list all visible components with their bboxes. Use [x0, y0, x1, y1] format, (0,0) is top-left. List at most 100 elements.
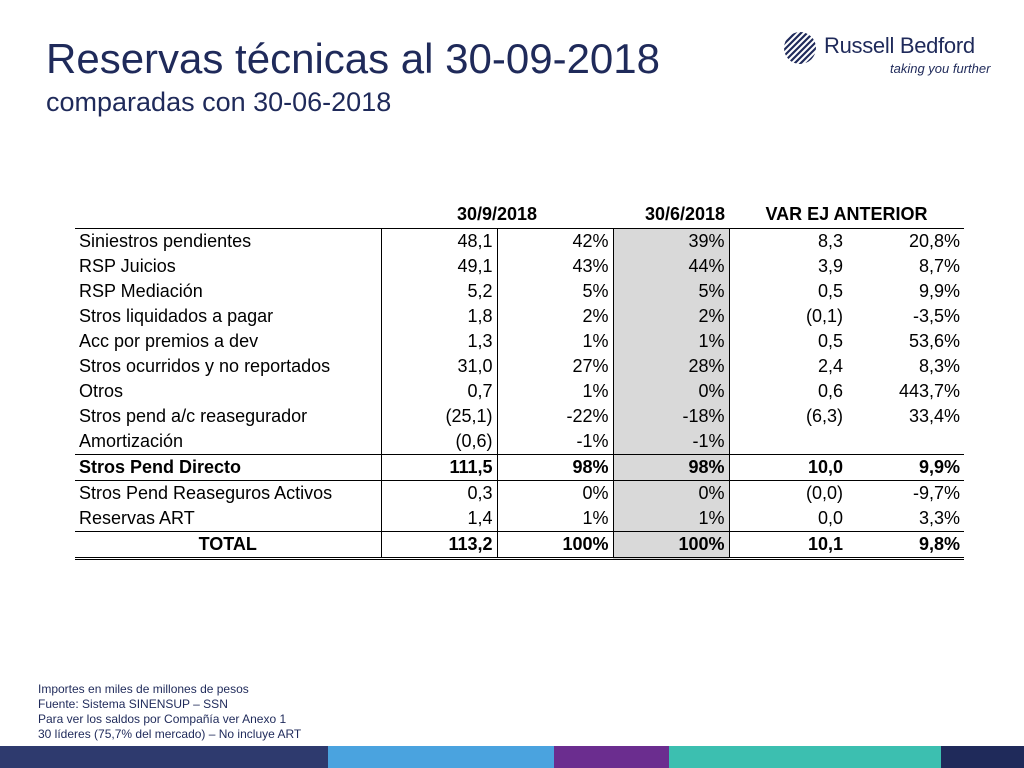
row-label: Otros [79, 381, 124, 401]
row-label: Stros Pend Directo [75, 454, 381, 481]
variation-value: 8,3 [817, 231, 844, 251]
header-date-previous: 30/6/2018 [613, 200, 730, 229]
percent-current: 27% [496, 354, 614, 379]
variation-percent: 9,9% [847, 454, 965, 481]
percent-previous: 98% [612, 454, 730, 481]
footer-color-bar [0, 746, 1024, 768]
value-current: (0,6) [380, 429, 497, 455]
company-logo: Russell Bedford taking you further [782, 28, 990, 80]
globe-stripes-icon [784, 32, 816, 64]
row-label: Amortización [79, 431, 184, 451]
variation-value: 10,0 [729, 454, 848, 481]
footnote: 30 líderes (75,7% del mercado) – No incl… [38, 727, 302, 741]
variation-percent: 53,6% [908, 331, 961, 351]
variation-percent: -3,5% [912, 306, 961, 326]
percent-previous: 44% [612, 254, 730, 279]
table-row: Otros 0,7 1% 0% 0,6 443,7% [75, 379, 964, 404]
row-label: Stros Pend Reaseguros Activos [75, 480, 381, 506]
variation-value: 0,6 [817, 381, 844, 401]
percent-current: 1% [496, 329, 614, 354]
percent-current: 98% [496, 454, 614, 481]
footer-segment [554, 746, 669, 768]
reserves-table: 30/9/2018 30/6/2018 VAR EJ ANTERIOR Sini… [75, 200, 965, 560]
percent-current: 100% [496, 531, 614, 560]
table-row: Amortización (0,6) -1% -1% [75, 429, 964, 455]
row-label: Reservas ART [79, 508, 195, 528]
variation-value: 0,0 [817, 508, 844, 528]
variation-value: 0,5 [817, 331, 844, 351]
percent-previous: 39% [612, 228, 730, 254]
variation-percent: 443,7% [898, 381, 961, 401]
variation-value: 0,5 [817, 281, 844, 301]
variation-percent [847, 429, 964, 455]
variation-value: (0,1) [806, 306, 844, 326]
variation-percent: -9,7% [847, 480, 965, 506]
table-row: Stros Pend Reaseguros Activos 0,3 0% 0% … [75, 480, 965, 506]
footnotes: Importes en miles de millones de pesos F… [38, 682, 301, 742]
percent-current: 42% [496, 228, 614, 254]
row-label: RSP Juicios [79, 256, 176, 276]
percent-previous: -1% [612, 429, 730, 455]
percent-previous: 0% [612, 379, 730, 404]
row-label: Stros ocurridos y no reportados [79, 356, 331, 376]
variation-percent: 9,9% [918, 281, 961, 301]
value-current: 5,2 [380, 279, 497, 304]
percent-current: -1% [496, 429, 614, 455]
percent-current: 5% [496, 279, 614, 304]
percent-current: 0% [496, 480, 614, 506]
value-current: (25,1) [380, 404, 497, 429]
variation-percent: 3,3% [918, 508, 961, 528]
footer-segment [328, 746, 554, 768]
row-label: Acc por premios a dev [79, 331, 259, 351]
value-current: 111,5 [380, 454, 497, 481]
table-row: Stros liquidados a pagar 1,8 2% 2% (0,1)… [75, 304, 964, 329]
footer-segment [0, 746, 328, 768]
footnote: Para ver los saldos por Compañía ver Ane… [38, 712, 287, 726]
percent-previous: 2% [612, 304, 730, 329]
row-label: TOTAL [75, 531, 381, 560]
percent-previous: -18% [612, 404, 730, 429]
header-variation: VAR EJ ANTERIOR [729, 200, 965, 229]
row-label: RSP Mediación [79, 281, 203, 301]
value-current: 113,2 [380, 531, 497, 560]
variation-value: 10,1 [729, 531, 848, 560]
table-row: Stros ocurridos y no reportados 31,0 27%… [75, 354, 964, 379]
variation-percent: 33,4% [908, 406, 961, 426]
slide-subtitle: comparadas con 30-06-2018 [46, 87, 392, 117]
footnote: Importes en miles de millones de pesos [38, 682, 249, 696]
header-date-current: 30/9/2018 [381, 200, 614, 229]
percent-previous: 100% [612, 531, 730, 560]
value-current: 0,7 [380, 379, 497, 404]
value-current: 1,3 [380, 329, 497, 354]
header-label [75, 200, 381, 229]
slide-title: Reservas técnicas al 30-09-2018 [46, 35, 661, 82]
table-row: RSP Mediación 5,2 5% 5% 0,5 9,9% [75, 279, 964, 304]
percent-previous: 1% [612, 329, 730, 354]
percent-previous: 28% [612, 354, 730, 379]
table-row: RSP Juicios 49,1 43% 44% 3,9 8,7% [75, 254, 964, 279]
logo-tagline: taking you further [890, 61, 991, 76]
percent-current: -22% [496, 404, 614, 429]
variation-value: (0,0) [729, 480, 848, 506]
value-current: 49,1 [380, 254, 497, 279]
variation-value: (6,3) [806, 406, 844, 426]
percent-current: 2% [496, 304, 614, 329]
value-current: 0,3 [380, 480, 497, 506]
value-current: 31,0 [380, 354, 497, 379]
percent-current: 43% [496, 254, 614, 279]
percent-previous: 0% [612, 480, 730, 506]
variation-value: 2,4 [817, 356, 844, 376]
footer-segment [941, 746, 1024, 768]
row-label: Stros liquidados a pagar [79, 306, 274, 326]
percent-current: 1% [496, 379, 614, 404]
footnote: Fuente: Sistema SINENSUP – SSN [38, 697, 228, 711]
row-label: Siniestros pendientes [79, 231, 252, 251]
table-row: Acc por premios a dev 1,3 1% 1% 0,5 53,6… [75, 329, 964, 354]
variation-percent: 9,8% [847, 531, 965, 560]
logo-name: Russell Bedford [824, 33, 975, 58]
table-row: Siniestros pendientes 48,1 42% 39% 8,3 2… [75, 228, 964, 254]
value-current: 1,8 [380, 304, 497, 329]
variation-percent: 8,3% [918, 356, 961, 376]
variation-percent: 8,7% [918, 256, 961, 276]
subtotal-row: Stros Pend Directo 111,5 98% 98% 10,0 9,… [75, 454, 965, 481]
